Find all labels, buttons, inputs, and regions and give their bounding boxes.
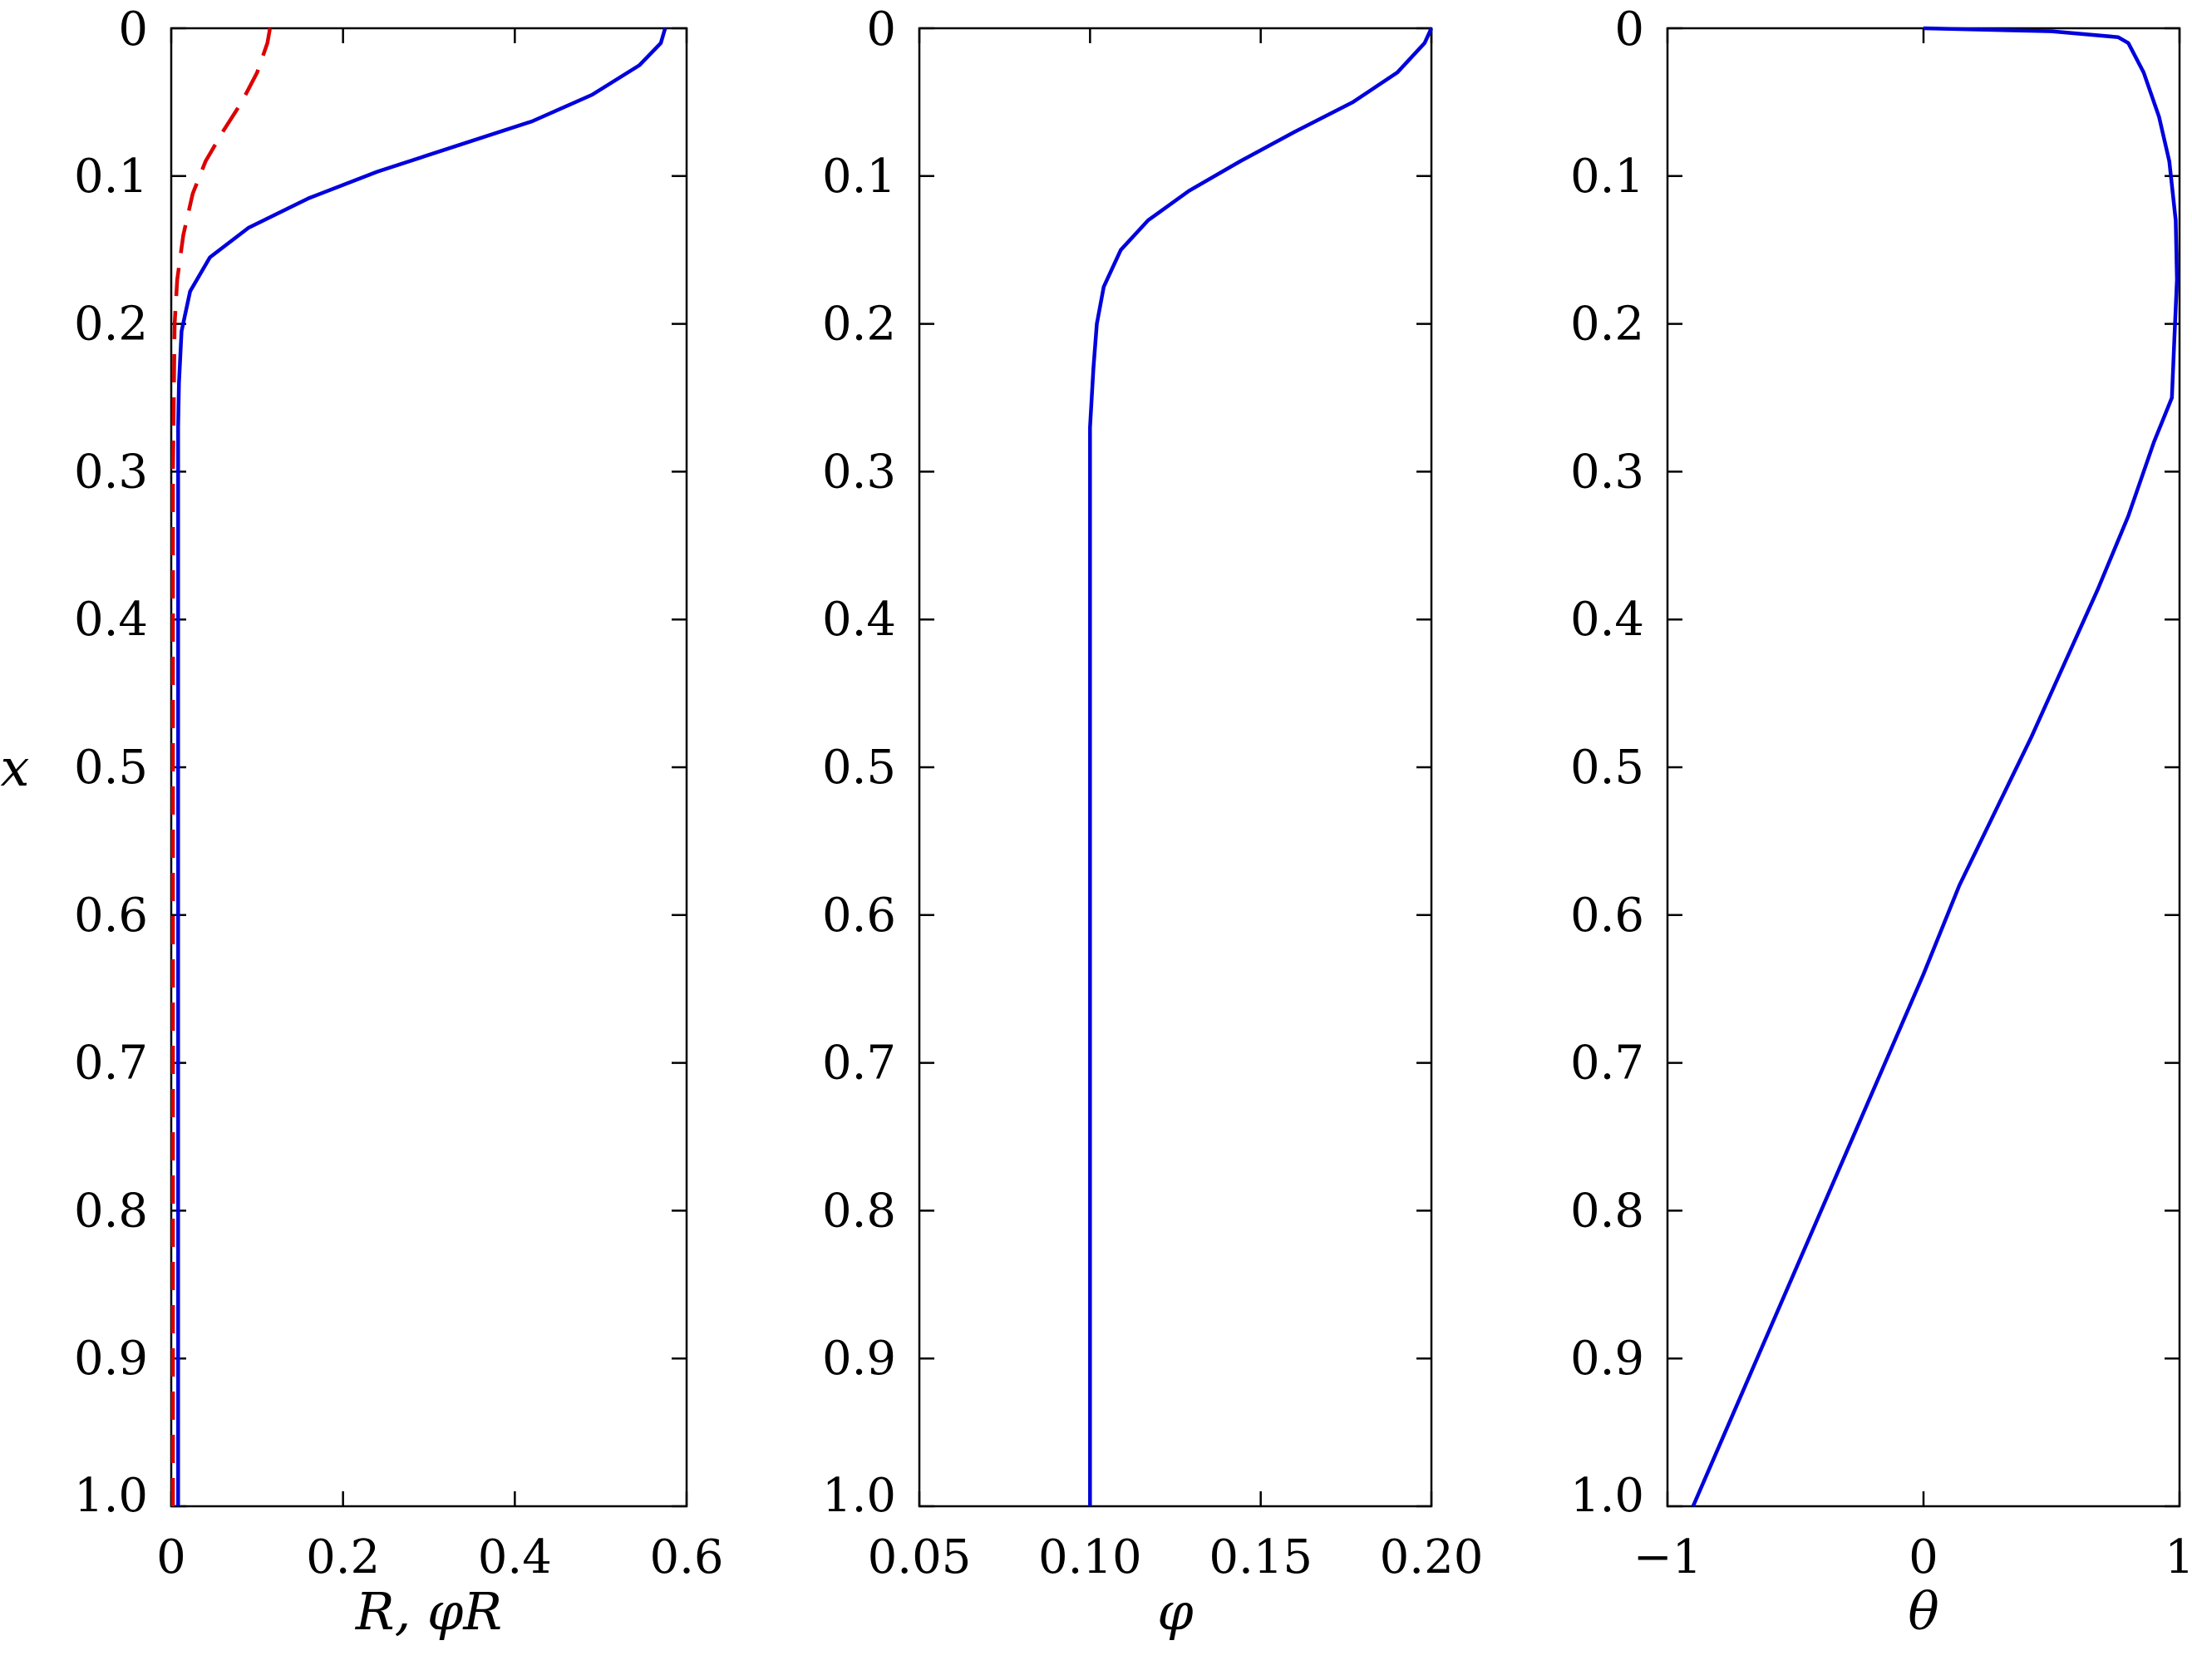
x-tick-label: 1 bbox=[2165, 1530, 2192, 1584]
x-tick-label: −1 bbox=[1633, 1530, 1702, 1584]
y-tick-label: 0.5 bbox=[1570, 741, 1644, 795]
y-tick-label: 0.4 bbox=[1570, 593, 1644, 647]
x-tick-label: 0.05 bbox=[868, 1530, 972, 1584]
y-tick-label: 0.5 bbox=[822, 741, 896, 795]
y-tick-label: 0.2 bbox=[822, 298, 896, 352]
plot-frame-theta bbox=[1666, 27, 2181, 1508]
y-tick-label: 0.3 bbox=[1570, 445, 1644, 499]
y-tick-label: 0.6 bbox=[1570, 889, 1644, 943]
x-tick-label: 0 bbox=[1909, 1530, 1938, 1584]
y-tick-label: 0.1 bbox=[1570, 150, 1644, 204]
series-line-dashed bbox=[170, 27, 273, 1506]
y-tick-label: 0 bbox=[118, 2, 148, 57]
y-tick-label: 0.3 bbox=[74, 445, 148, 499]
x-ticks-theta: −1 0 1 bbox=[1633, 28, 2192, 1584]
y-tick-label: 0.9 bbox=[74, 1332, 148, 1386]
y-tick-label: 1.0 bbox=[822, 1469, 896, 1523]
series-group-theta bbox=[1691, 26, 2180, 1507]
series-line-solid bbox=[1088, 27, 1434, 1506]
y-tick-label: 0.8 bbox=[74, 1184, 148, 1238]
y-axis-title: x bbox=[1, 737, 30, 798]
series-line-solid bbox=[176, 27, 667, 1506]
y-tick-label: 0.2 bbox=[1570, 298, 1644, 352]
y-tick-label: 0.6 bbox=[74, 889, 148, 943]
y-tick-label: 0.7 bbox=[1570, 1037, 1644, 1091]
series-line-solid bbox=[1691, 26, 2180, 1507]
y-tick-label: 0.2 bbox=[74, 298, 148, 352]
series-group-r-phi-r bbox=[170, 27, 667, 1506]
x-tick-label: 0.10 bbox=[1038, 1530, 1142, 1584]
y-ticks-phi: 0 0.1 0.2 0.3 0.4 0.5 0.6 0.7 0.8 0.9 1.0 bbox=[822, 2, 1431, 1523]
y-tick-label: 1.0 bbox=[74, 1469, 148, 1523]
x-tick-label: 0.6 bbox=[649, 1530, 723, 1584]
y-tick-label: 0.6 bbox=[822, 889, 896, 943]
x-axis-title-r-phi-r: R, φR bbox=[355, 1581, 502, 1642]
y-tick-label: 0.9 bbox=[822, 1332, 896, 1386]
y-ticks-r-phi-r: 0 0.1 0.2 0.3 0.4 0.5 0.6 0.7 0.8 0.9 1.0 bbox=[74, 2, 687, 1523]
x-tick-label: 0.2 bbox=[306, 1530, 380, 1584]
y-tick-label: 0 bbox=[1614, 2, 1644, 57]
y-tick-label: 0 bbox=[866, 2, 896, 57]
y-tick-label: 0.1 bbox=[822, 150, 896, 204]
x-tick-label: 0 bbox=[156, 1530, 186, 1584]
y-tick-label: 0.9 bbox=[1570, 1332, 1644, 1386]
x-ticks-phi: 0.05 0.10 0.15 0.20 bbox=[868, 28, 1484, 1584]
y-tick-label: 0.7 bbox=[74, 1037, 148, 1091]
y-ticks-theta: 0 0.1 0.2 0.3 0.4 0.5 0.6 0.7 0.8 0.9 1.0 bbox=[1570, 2, 2180, 1523]
y-tick-label: 1.0 bbox=[1570, 1469, 1644, 1523]
panel-theta: 0 0.1 0.2 0.3 0.4 0.5 0.6 0.7 0.8 0.9 1.0 −1 0 1 θ bbox=[1570, 2, 2192, 1642]
x-tick-label: 0.4 bbox=[478, 1530, 552, 1584]
x-axis-title-theta: θ bbox=[1908, 1581, 1938, 1642]
panel-r-phi-r: 00.10.20.30.40.50.60.70.80.91.0 0 0.2 0.4 0… bbox=[74, 2, 724, 1642]
series-group-phi bbox=[1088, 27, 1434, 1506]
x-ticks-r-phi-r: 0 0.2 0.4 0.6 bbox=[156, 28, 724, 1584]
y-tick-label: 0.1 bbox=[74, 150, 148, 204]
x-axis-title-phi: φ bbox=[1157, 1581, 1194, 1642]
x-tick-label: 0.20 bbox=[1380, 1530, 1484, 1584]
y-tick-label: 0.4 bbox=[822, 593, 896, 647]
y-tick-label: 0.7 bbox=[822, 1037, 896, 1091]
y-tick-label: 0.8 bbox=[822, 1184, 896, 1238]
y-tick-label: 0.4 bbox=[74, 593, 148, 647]
y-tick-label: 0.5 bbox=[74, 741, 148, 795]
plot-frame-r-phi-r bbox=[170, 27, 688, 1508]
y-tick-label: 0.3 bbox=[822, 445, 896, 499]
plot-frame-phi bbox=[918, 27, 1433, 1508]
x-tick-label: 0.15 bbox=[1209, 1530, 1313, 1584]
panel-phi: 0 0.1 0.2 0.3 0.4 0.5 0.6 0.7 0.8 0.9 1.0 0.05 0.10… bbox=[822, 2, 1483, 1642]
y-tick-label: 0.8 bbox=[1570, 1184, 1644, 1238]
